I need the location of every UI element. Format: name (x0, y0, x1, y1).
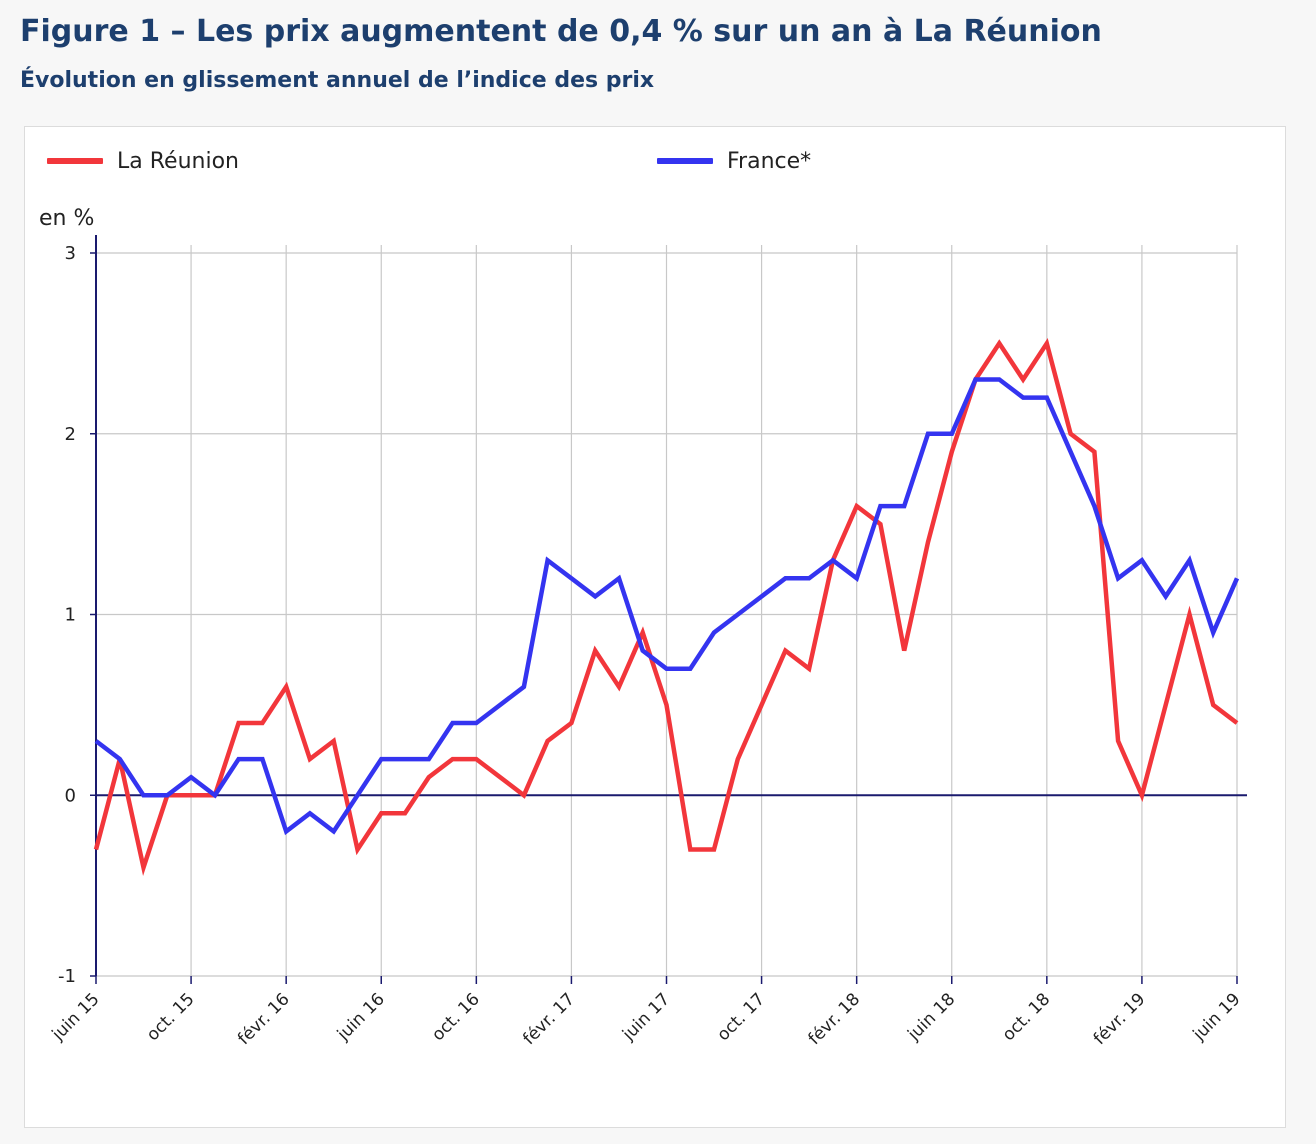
series-line-france (94, 377, 1240, 836)
legend-label-france: France* (727, 148, 812, 174)
x-tick-label: oct. 16 (428, 989, 484, 1045)
figure-subtitle: Évolution en glissement annuel de l’indi… (20, 68, 655, 93)
series-lines (93, 337, 1240, 877)
x-tick-label: oct. 18 (999, 989, 1055, 1045)
x-tick-label: févr. 19 (1090, 989, 1150, 1049)
x-tick-label: juin 16 (333, 989, 389, 1045)
grid (95, 245, 1238, 977)
x-tick-label: juin 17 (618, 989, 674, 1045)
y-tick-label: 3 (65, 243, 76, 264)
x-tick-label: oct. 17 (713, 989, 769, 1045)
x-tick-labels: juin 15 oct. 15 févr. 16 juin 16 oct. 16 févr… (48, 989, 1245, 1049)
y-tick-label: 2 (65, 424, 76, 445)
legend-item-la-reunion[interactable]: La Réunion (47, 147, 239, 175)
series-line-la-r-union (93, 337, 1239, 877)
y-tick-label: -1 (58, 966, 76, 987)
legend-swatch-la-reunion (47, 158, 103, 164)
y-axis-label: en % (39, 206, 94, 231)
legend-label-la-reunion: La Réunion (117, 148, 239, 174)
figure-title: Figure 1 – Les prix augmentent de 0,4 % … (20, 14, 1102, 49)
legend-item-france[interactable]: France* (657, 147, 811, 175)
x-tick-label: oct. 15 (143, 989, 199, 1045)
legend-swatch-france (657, 158, 713, 164)
y-tick-label: 0 (65, 785, 76, 806)
axes (90, 235, 1247, 984)
y-tick-labels: -1 0 1 2 3 (58, 243, 76, 987)
x-tick-label: juin 15 (48, 989, 104, 1045)
x-tick-label: févr. 17 (519, 989, 579, 1049)
x-tick-label: févr. 18 (805, 989, 865, 1049)
x-tick-label: juin 18 (903, 989, 959, 1045)
x-tick-label: févr. 16 (234, 989, 294, 1049)
chart-card: La Réunion France* en % -1 0 1 2 3 juin 15 oc… (24, 126, 1286, 1128)
x-tick-label: juin 19 (1189, 989, 1245, 1045)
y-tick-label: 1 (65, 605, 76, 626)
